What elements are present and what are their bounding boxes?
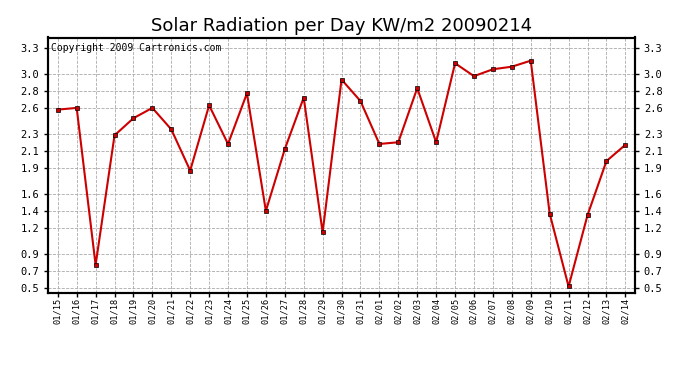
Title: Solar Radiation per Day KW/m2 20090214: Solar Radiation per Day KW/m2 20090214: [151, 16, 532, 34]
Text: Copyright 2009 Cartronics.com: Copyright 2009 Cartronics.com: [51, 43, 221, 52]
